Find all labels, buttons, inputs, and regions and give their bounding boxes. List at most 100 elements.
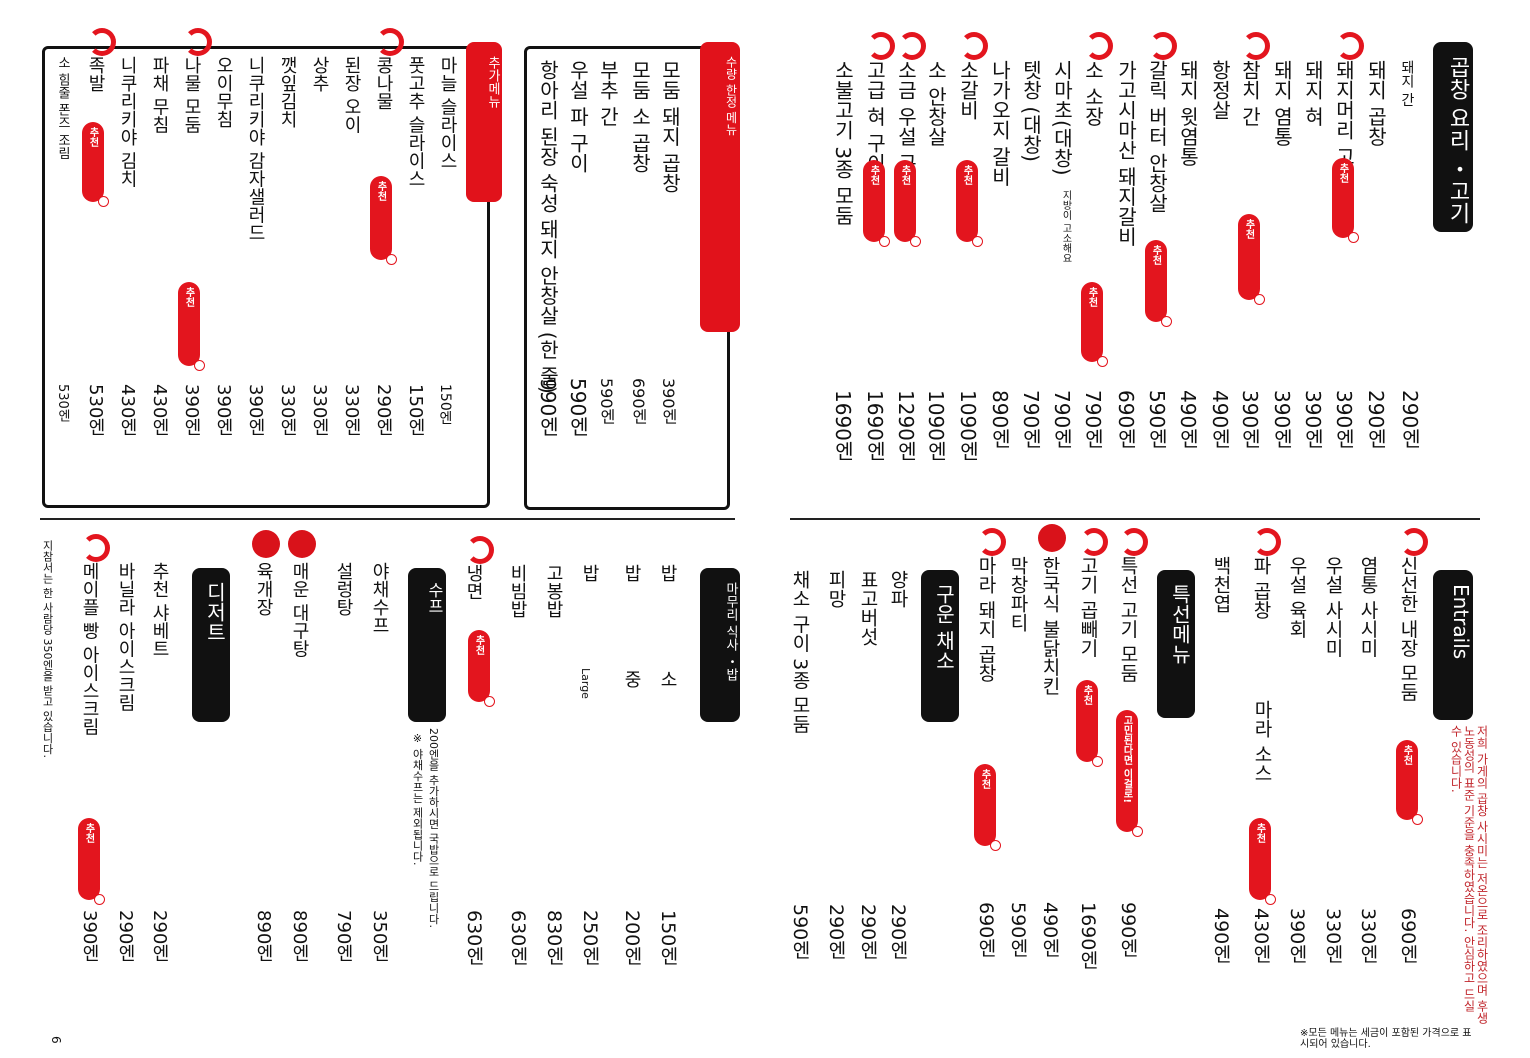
menu-item-name: 나물 모둠: [181, 56, 202, 134]
menu-item-name: 풋고추 슬라이스: [405, 56, 426, 188]
badge-tail-icon: [1412, 814, 1423, 825]
badge-label: 추천: [961, 165, 972, 185]
badge-tail-icon: [98, 196, 109, 207]
menu-item-price: 690엔: [1397, 908, 1419, 964]
section-header-grilled-veg: 구운 채소: [921, 570, 959, 722]
badge-label: 추천: [1243, 219, 1254, 239]
red-c-marker-icon: [376, 28, 404, 56]
badge-label: 추천: [183, 287, 194, 307]
menu-item-name: 우설 사시미: [1322, 556, 1344, 658]
menu-item-price: 530엔: [85, 384, 106, 437]
menu-item-name: 니쿠리키야 김치: [117, 56, 138, 188]
badge-tail-icon: [1161, 316, 1172, 327]
divider-right: [790, 518, 1480, 520]
menu-item-name: 백천엽: [1210, 556, 1232, 613]
red-dot-icon: [1038, 524, 1066, 552]
menu-item-name: 추천 샤베트: [149, 562, 170, 658]
badge-label: 추천: [1337, 163, 1348, 183]
menu-item-name: 돼지 혀: [1301, 60, 1325, 127]
menu-item-name: 우설 육회: [1286, 556, 1308, 639]
badge-tail-icon: [972, 236, 983, 247]
menu-item-name: 소 안창살: [924, 60, 948, 147]
menu-item-price: 1690엔: [1077, 902, 1099, 970]
corkage-note: 지참서는 한 사람당 350엔을 받고 있습니다.: [41, 540, 54, 758]
menu-item-name: 소 소장: [1081, 60, 1105, 127]
menu-item-name: 참치 간: [1238, 60, 1262, 127]
recommend-badge: 고민된다면 이걸로!: [1116, 710, 1143, 837]
menu-item-name: 막창파티: [1007, 556, 1029, 632]
menu-item-price: 890엔: [289, 910, 310, 963]
menu-item-name: 육개장: [253, 562, 274, 616]
recommend-badge: 추천: [78, 818, 105, 905]
menu-item-name: 부추 간: [596, 60, 620, 127]
menu-item-price: 690엔: [1114, 390, 1138, 449]
badge-tail-icon: [1132, 826, 1143, 837]
menu-item-name: 족발: [85, 56, 106, 92]
menu-item-price: 490엔: [1208, 390, 1232, 449]
red-c-marker-icon: [184, 28, 212, 56]
menu-item-price: 590엔: [1007, 902, 1029, 958]
badge-tail-icon: [1348, 232, 1359, 243]
red-c-marker-icon: [88, 28, 116, 56]
badge-label: 추천: [1254, 823, 1265, 843]
menu-item-name: 모둠 돼지 곱창: [658, 60, 682, 193]
red-c-marker-icon: [466, 536, 494, 564]
menu-item-name: 냉면: [463, 564, 484, 600]
badge-label: 추천: [473, 635, 484, 655]
recommend-badge: 추천: [468, 630, 495, 707]
menu-item-price: 690엔: [975, 902, 997, 958]
menu-item-name: 상추: [309, 56, 330, 92]
menu-item-name: 돼지 곱창: [1364, 60, 1388, 147]
menu-item-price: 150엔: [405, 384, 426, 437]
red-c-marker-icon: [82, 534, 110, 562]
menu-item-price: 290엔: [857, 904, 879, 960]
page-number: 6: [49, 1036, 63, 1044]
menu-item-name: 고급 혀 구이: [863, 60, 887, 173]
recommend-badge: 추천: [1145, 240, 1172, 327]
menu-item-price: 290엔: [1398, 390, 1422, 449]
menu-item-name: 소불고기 3종 모둠: [831, 60, 855, 226]
menu-item-name: 신선한 내장 모둠: [1397, 556, 1419, 702]
menu-item-price: 1290엔: [894, 390, 918, 461]
menu-item-name: 염통 사시미: [1357, 556, 1379, 658]
menu-item-price: 790엔: [1050, 390, 1074, 449]
divider-left: [40, 518, 735, 520]
red-dot-icon: [252, 530, 280, 558]
red-c-marker-icon: [1242, 32, 1270, 60]
menu-item-name: 깻잎김치: [277, 56, 298, 128]
menu-item-name: 가고시마산 돼지갈비: [1114, 60, 1138, 247]
menu-item-price: 490엔: [1210, 908, 1232, 964]
badge-tail-icon: [484, 696, 495, 707]
badge-label: 추천: [868, 165, 879, 185]
menu-item-name: 소갈비: [956, 60, 980, 120]
menu-item-name: 마늘 슬라이스: [437, 56, 458, 170]
menu-item-name: 우설 파 구이: [566, 60, 590, 173]
menu-item-price: 150엔: [437, 384, 453, 425]
badge-label: 추천: [979, 769, 990, 789]
badge-tail-icon: [1092, 756, 1103, 767]
menu-item-name: 파채 무침: [149, 56, 170, 134]
menu-item-name: 시마초(대창): [1050, 60, 1074, 176]
tax-note: ※모든 메뉴는 세금이 포함된 가격으로 표시되어 있습니다.: [1300, 1028, 1472, 1050]
menu-item-price: 330엔: [1357, 908, 1379, 964]
menu-item-name: 니쿠리키야 감자샐러드: [245, 56, 266, 242]
red-c-marker-icon: [1085, 32, 1113, 60]
badge-label: 고민된다면 이걸로!: [1121, 715, 1132, 804]
menu-item-name: 야채수프: [369, 562, 390, 634]
menu-item-price: 1090엔: [924, 390, 948, 461]
menu-item-price: 390엔: [659, 378, 678, 425]
menu-item-name: 비빔밥: [507, 564, 528, 618]
recommend-badge: 추천: [370, 176, 397, 265]
recommend-badge: 추천: [1396, 740, 1423, 825]
menu-item-price: 390엔: [1238, 390, 1262, 449]
menu-item-price: 390엔: [181, 384, 202, 437]
menu-item-name: 돼지 염통: [1270, 60, 1294, 147]
badge-tail-icon: [194, 360, 205, 371]
red-c-marker-icon: [1336, 32, 1364, 60]
menu-item-price: 990엔: [1117, 902, 1139, 958]
menu-item-price: 830엔: [543, 910, 565, 966]
menu-item-price: 290엔: [887, 904, 909, 960]
menu-item-name: 돼지 윗염통: [1176, 60, 1200, 167]
menu-item-price: 290엔: [825, 904, 847, 960]
menu-item-name: 파 곱창: [1250, 556, 1272, 620]
